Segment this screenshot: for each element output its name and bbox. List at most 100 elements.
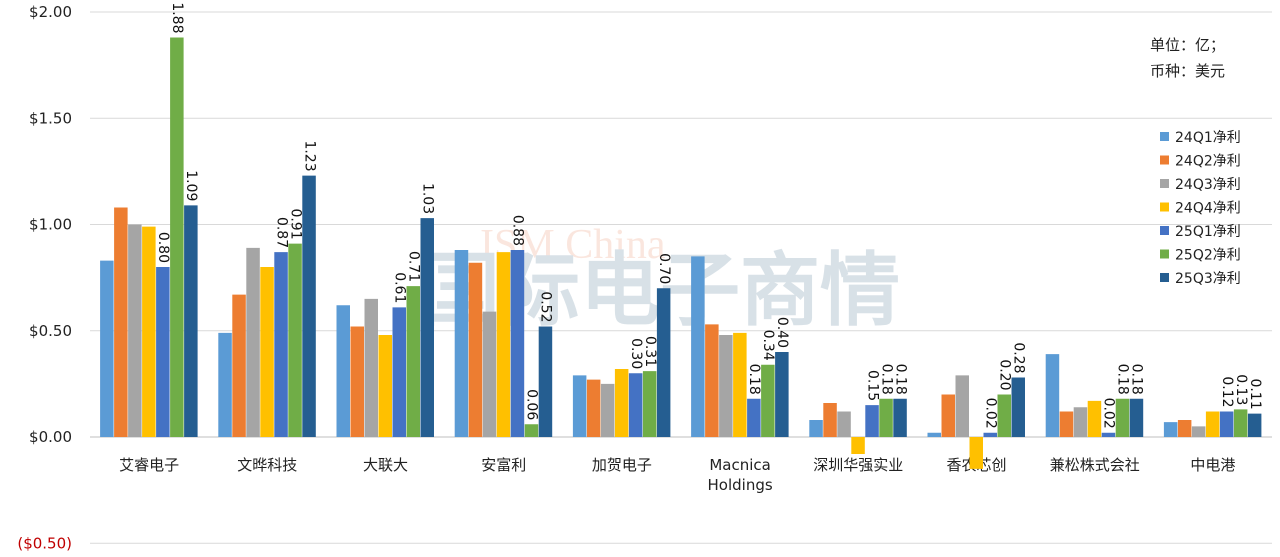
- bar: [1045, 354, 1060, 437]
- bar: [851, 437, 865, 454]
- data-label: 0.18: [892, 364, 908, 395]
- legend-label: 24Q1净利: [1175, 130, 1241, 146]
- bar: [1115, 398, 1130, 437]
- data-label: 0.13: [1233, 374, 1249, 405]
- legend-label: 24Q4净利: [1175, 201, 1241, 217]
- bar: [628, 373, 643, 437]
- legend-swatch: [1160, 179, 1169, 188]
- y-tick-label: $1.50: [29, 109, 72, 127]
- bar: [114, 207, 128, 437]
- y-tick-label: $0.50: [29, 322, 72, 340]
- bar: [510, 250, 525, 437]
- bar: [747, 398, 761, 437]
- data-label: 0.31: [642, 336, 658, 367]
- bar: [705, 324, 719, 437]
- bar: [656, 288, 671, 437]
- bar: [496, 252, 511, 437]
- x-tick-label: Macnica: [709, 456, 771, 474]
- bar: [454, 250, 469, 437]
- bar: [142, 226, 156, 437]
- legend-label: 25Q3净利: [1175, 271, 1241, 287]
- bar: [364, 298, 378, 437]
- bar: [775, 352, 789, 437]
- legend-swatch: [1160, 273, 1169, 282]
- currency-note: 币种：美元: [1150, 62, 1226, 80]
- data-label: 1.09: [183, 170, 199, 201]
- bar: [1011, 377, 1025, 437]
- bar: [406, 286, 420, 437]
- data-label: 0.70: [656, 253, 672, 284]
- bar: [1247, 413, 1262, 437]
- data-label: 0.88: [510, 215, 526, 246]
- unit-note: 单位：亿；: [1150, 36, 1226, 54]
- data-label: 0.15: [864, 370, 880, 401]
- x-tick-label: 中电港: [1190, 456, 1235, 474]
- bar: [420, 218, 434, 437]
- bar: [350, 326, 364, 437]
- data-label: 0.40: [774, 317, 790, 348]
- legend-swatch: [1160, 249, 1169, 259]
- bar: [170, 37, 184, 437]
- data-label: 0.12: [1219, 376, 1235, 407]
- bar: [614, 369, 629, 437]
- bar: [1163, 422, 1178, 437]
- bar: [1233, 409, 1248, 437]
- x-tick-label: 加贺电子: [592, 456, 652, 474]
- bar: [1059, 411, 1074, 437]
- bar: [392, 307, 406, 437]
- bar: [572, 375, 587, 437]
- bar: [997, 394, 1011, 437]
- x-tick-label: 大联大: [363, 456, 408, 474]
- data-label: 0.02: [983, 398, 999, 429]
- bar: [100, 260, 114, 437]
- bar: [927, 432, 941, 437]
- bar: [274, 252, 288, 437]
- bar: [336, 305, 350, 437]
- x-tick-label: 兼松株式会社: [1050, 456, 1140, 474]
- x-tick-label: 安富利: [481, 456, 526, 474]
- data-label: 0.18: [1115, 364, 1131, 395]
- bar: [983, 432, 997, 437]
- bar: [1073, 407, 1088, 437]
- bar: [837, 411, 851, 437]
- legend-swatch: [1160, 132, 1169, 141]
- bar: [302, 175, 316, 437]
- y-tick-label: $0.00: [29, 428, 72, 446]
- bar: [865, 405, 879, 437]
- bar: [128, 224, 142, 437]
- bar: [955, 375, 969, 437]
- legend-label: 25Q2净利: [1175, 248, 1241, 264]
- legend-swatch: [1160, 202, 1169, 212]
- bar: [1101, 432, 1116, 437]
- bar: [761, 364, 775, 437]
- y-tick-label: ($0.50): [17, 534, 72, 552]
- bar: [184, 205, 198, 437]
- x-tick-label: 文晔科技: [237, 456, 297, 474]
- bar: [468, 262, 483, 437]
- bar: [600, 383, 615, 437]
- bar: [232, 294, 246, 437]
- bar: [1087, 400, 1102, 437]
- data-label: 1.88: [169, 2, 185, 33]
- data-label: 0.52: [538, 291, 554, 322]
- bar: [156, 267, 170, 437]
- bar: [893, 398, 907, 437]
- legend-swatch: [1160, 226, 1169, 235]
- x-tick-label: Holdings: [708, 476, 773, 494]
- bar: [642, 371, 657, 437]
- bar: [1205, 411, 1220, 437]
- data-label: 0.06: [524, 389, 540, 420]
- bar: [524, 424, 539, 437]
- bar: [969, 437, 983, 469]
- data-label: 0.71: [406, 251, 422, 282]
- y-tick-label: $1.00: [29, 216, 72, 234]
- bar: [941, 394, 955, 437]
- bar: [823, 403, 837, 437]
- data-label: 0.02: [1101, 398, 1117, 429]
- bar: [691, 256, 705, 437]
- data-label: 0.28: [1011, 342, 1027, 373]
- data-label: 0.18: [878, 364, 894, 395]
- legend-label: 24Q3净利: [1175, 177, 1241, 193]
